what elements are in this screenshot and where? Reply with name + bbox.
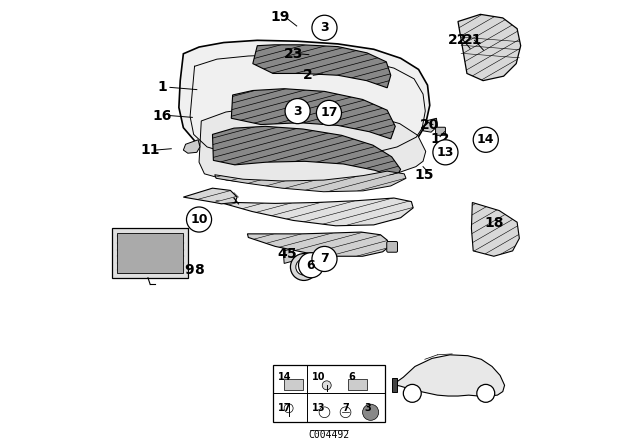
Text: 6: 6 xyxy=(307,258,316,272)
Text: 20: 20 xyxy=(420,117,440,132)
Text: 15: 15 xyxy=(414,168,434,182)
Text: 18: 18 xyxy=(484,216,504,230)
FancyBboxPatch shape xyxy=(479,139,490,148)
Text: C004492: C004492 xyxy=(308,430,349,440)
Text: 7: 7 xyxy=(342,403,349,413)
Polygon shape xyxy=(231,89,396,139)
Text: 22: 22 xyxy=(448,33,468,47)
Circle shape xyxy=(296,259,312,275)
Circle shape xyxy=(340,407,351,418)
Polygon shape xyxy=(472,202,520,256)
Circle shape xyxy=(473,127,499,152)
Text: 17: 17 xyxy=(320,106,338,120)
Text: 2: 2 xyxy=(303,68,312,82)
Polygon shape xyxy=(215,171,406,192)
Polygon shape xyxy=(458,14,521,81)
Text: 1: 1 xyxy=(157,80,167,95)
Bar xyxy=(273,365,385,422)
Polygon shape xyxy=(423,118,437,132)
Circle shape xyxy=(186,207,212,232)
FancyBboxPatch shape xyxy=(387,241,397,252)
Text: 16: 16 xyxy=(152,108,172,123)
Circle shape xyxy=(284,404,293,413)
Text: 10: 10 xyxy=(312,372,326,382)
FancyBboxPatch shape xyxy=(436,127,445,135)
Text: 13: 13 xyxy=(312,403,326,413)
Bar xyxy=(116,233,183,273)
Circle shape xyxy=(403,384,421,402)
Text: 8: 8 xyxy=(194,263,204,277)
Circle shape xyxy=(437,144,454,160)
Polygon shape xyxy=(248,232,389,256)
Text: 14: 14 xyxy=(477,133,495,146)
Circle shape xyxy=(312,15,337,40)
Text: 3: 3 xyxy=(365,403,372,413)
Polygon shape xyxy=(184,188,237,204)
Text: 14: 14 xyxy=(278,372,292,382)
Text: 19: 19 xyxy=(271,10,291,24)
Polygon shape xyxy=(179,40,430,159)
Text: 11: 11 xyxy=(140,143,159,157)
Text: 3: 3 xyxy=(293,104,302,118)
Circle shape xyxy=(312,246,337,271)
Polygon shape xyxy=(184,140,200,153)
Polygon shape xyxy=(199,108,426,185)
Text: 9: 9 xyxy=(184,263,194,277)
Polygon shape xyxy=(213,198,413,226)
Bar xyxy=(348,379,367,391)
Circle shape xyxy=(319,407,330,418)
Circle shape xyxy=(285,99,310,124)
Text: 21: 21 xyxy=(463,33,482,47)
Polygon shape xyxy=(392,355,504,396)
Text: 3: 3 xyxy=(320,21,329,34)
Polygon shape xyxy=(284,249,294,263)
Text: 4: 4 xyxy=(278,247,287,262)
Circle shape xyxy=(298,253,324,278)
Circle shape xyxy=(291,254,317,280)
Circle shape xyxy=(433,140,458,165)
Circle shape xyxy=(323,381,332,390)
Text: 12: 12 xyxy=(430,132,450,146)
Text: 5: 5 xyxy=(287,247,297,262)
Text: 10: 10 xyxy=(190,213,208,226)
Circle shape xyxy=(477,384,495,402)
Text: 17: 17 xyxy=(278,403,292,413)
Bar xyxy=(392,378,397,392)
Text: 7: 7 xyxy=(320,252,329,266)
Bar xyxy=(284,379,303,391)
Text: 6: 6 xyxy=(348,372,355,382)
Circle shape xyxy=(316,100,342,125)
Bar xyxy=(112,228,188,278)
Text: 23: 23 xyxy=(284,47,303,61)
Polygon shape xyxy=(212,126,401,177)
Polygon shape xyxy=(253,45,391,88)
Circle shape xyxy=(362,404,379,420)
Text: 13: 13 xyxy=(436,146,454,159)
